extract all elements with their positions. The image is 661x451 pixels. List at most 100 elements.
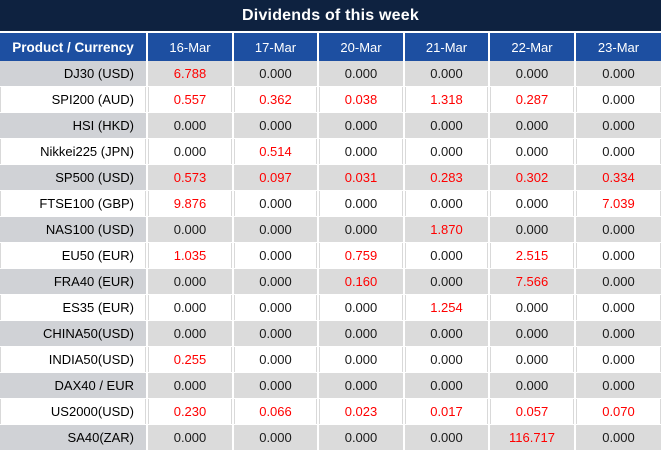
dividend-value-cell: 0.000: [319, 61, 405, 87]
dividend-value-cell: 0.000: [405, 425, 490, 451]
table-row: EU50 (EUR) 1.035 0.000 0.759 0.000 2.515 0.000: [0, 243, 661, 269]
dividend-value-cell: 7.566: [490, 269, 576, 295]
dividend-value-cell: 0.000: [319, 217, 405, 243]
dividend-value-cell: 0.000: [576, 425, 661, 451]
dividend-value-cell: 0.302: [490, 165, 576, 191]
dividends-table: Product / Currency 16-Mar 17-Mar 20-Mar 21-M…: [0, 33, 661, 451]
product-label-cell: SA40(ZAR): [0, 425, 148, 451]
table-row: FTSE100 (GBP) 9.876 0.000 0.000 0.000 0.000 7.…: [0, 191, 661, 217]
product-label-cell: DAX40 / EUR: [0, 373, 148, 399]
table-row: HSI (HKD) 0.000 0.000 0.000 0.000 0.000 0.000: [0, 113, 661, 139]
dividend-value-cell: 0.000: [234, 113, 319, 139]
dividend-value-cell: 0.000: [405, 191, 490, 217]
dividend-value-cell: 0.000: [576, 321, 661, 347]
dividend-value-cell: 0.000: [319, 191, 405, 217]
product-label-cell: INDIA50(USD): [0, 347, 148, 373]
product-label-cell: SPI200 (AUD): [0, 87, 148, 113]
dividend-value-cell: 0.000: [148, 217, 234, 243]
dividend-value-cell: 0.000: [319, 373, 405, 399]
dividend-value-cell: 0.000: [148, 321, 234, 347]
dividend-value-cell: 0.000: [405, 113, 490, 139]
dividend-value-cell: 0.000: [405, 373, 490, 399]
dividend-value-cell: 0.000: [576, 269, 661, 295]
product-label-cell: ES35 (EUR): [0, 295, 148, 321]
dividend-value-cell: 0.000: [490, 217, 576, 243]
dividend-value-cell: 0.000: [319, 139, 405, 165]
product-label-cell: NAS100 (USD): [0, 217, 148, 243]
table-row: CHINA50(USD) 0.000 0.000 0.000 0.000 0.000 0.0…: [0, 321, 661, 347]
dividend-value-cell: 0.000: [405, 243, 490, 269]
dividend-value-cell: 0.000: [405, 269, 490, 295]
dividend-value-cell: 0.287: [490, 87, 576, 113]
dividend-value-cell: 0.255: [148, 347, 234, 373]
dividend-value-cell: 0.000: [234, 425, 319, 451]
dividend-value-cell: 0.000: [576, 295, 661, 321]
dividend-value-cell: 0.160: [319, 269, 405, 295]
dividend-value-cell: 0.000: [576, 113, 661, 139]
product-label-cell: SP500 (USD): [0, 165, 148, 191]
dividend-value-cell: 1.035: [148, 243, 234, 269]
dividend-value-cell: 1.318: [405, 87, 490, 113]
dividend-value-cell: 0.557: [148, 87, 234, 113]
dividend-value-cell: 0.000: [148, 295, 234, 321]
dividend-value-cell: 0.031: [319, 165, 405, 191]
product-label-cell: FRA40 (EUR): [0, 269, 148, 295]
dividend-value-cell: 116.717: [490, 425, 576, 451]
table-header-row: Product / Currency 16-Mar 17-Mar 20-Mar 21-M…: [0, 33, 661, 61]
dividend-value-cell: 0.000: [405, 61, 490, 87]
product-label-cell: US2000(USD): [0, 399, 148, 425]
dividend-value-cell: 1.254: [405, 295, 490, 321]
dividend-value-cell: 0.000: [148, 139, 234, 165]
dividend-value-cell: 0.000: [405, 139, 490, 165]
table-row: ES35 (EUR) 0.000 0.000 0.000 1.254 0.000 0.000: [0, 295, 661, 321]
dividend-value-cell: 0.000: [490, 295, 576, 321]
dividend-value-cell: 0.000: [576, 373, 661, 399]
dividend-value-cell: 0.000: [490, 373, 576, 399]
dividend-value-cell: 0.000: [319, 347, 405, 373]
dividend-value-cell: 0.000: [234, 217, 319, 243]
product-label-cell: FTSE100 (GBP): [0, 191, 148, 217]
dividend-value-cell: 0.514: [234, 139, 319, 165]
dividend-value-cell: 0.000: [234, 191, 319, 217]
dividend-value-cell: 0.000: [576, 217, 661, 243]
dividend-value-cell: 0.000: [576, 61, 661, 87]
column-header-date: 22-Mar: [490, 33, 576, 61]
product-label-cell: CHINA50(USD): [0, 321, 148, 347]
dividend-value-cell: 2.515: [490, 243, 576, 269]
dividend-value-cell: 0.000: [148, 425, 234, 451]
table-row: SP500 (USD) 0.573 0.097 0.031 0.283 0.302 0.33…: [0, 165, 661, 191]
product-label-cell: HSI (HKD): [0, 113, 148, 139]
product-label-cell: DJ30 (USD): [0, 61, 148, 87]
dividend-value-cell: 0.759: [319, 243, 405, 269]
table-row: SA40(ZAR) 0.000 0.000 0.000 0.000 116.717 0.00…: [0, 425, 661, 451]
product-label-cell: EU50 (EUR): [0, 243, 148, 269]
table-row: NAS100 (USD) 0.000 0.000 0.000 1.870 0.000 0.0…: [0, 217, 661, 243]
dividend-value-cell: 0.000: [234, 61, 319, 87]
dividend-value-cell: 0.283: [405, 165, 490, 191]
dividend-value-cell: 0.230: [148, 399, 234, 425]
dividend-value-cell: 0.000: [405, 347, 490, 373]
dividend-value-cell: 0.000: [319, 425, 405, 451]
page-title: Dividends of this week: [0, 0, 661, 31]
dividend-value-cell: 0.000: [576, 347, 661, 373]
column-header-product: Product / Currency: [0, 33, 148, 61]
dividend-value-cell: 0.017: [405, 399, 490, 425]
column-header-date: 23-Mar: [576, 33, 661, 61]
dividend-value-cell: 0.362: [234, 87, 319, 113]
dividend-value-cell: 0.000: [319, 321, 405, 347]
dividend-value-cell: 0.000: [490, 113, 576, 139]
dividend-value-cell: 0.000: [490, 347, 576, 373]
dividend-value-cell: 0.000: [576, 243, 661, 269]
dividend-value-cell: 0.000: [234, 243, 319, 269]
dividend-value-cell: 0.000: [234, 373, 319, 399]
dividend-value-cell: 0.000: [234, 295, 319, 321]
dividend-value-cell: 0.573: [148, 165, 234, 191]
table-row: SPI200 (AUD) 0.557 0.362 0.038 1.318 0.287 0.0…: [0, 87, 661, 113]
dividend-value-cell: 0.038: [319, 87, 405, 113]
table-row: US2000(USD) 0.230 0.066 0.023 0.017 0.057 0.07…: [0, 399, 661, 425]
dividend-value-cell: 0.334: [576, 165, 661, 191]
dividend-value-cell: 0.070: [576, 399, 661, 425]
table-row: INDIA50(USD) 0.255 0.000 0.000 0.000 0.000 0.0…: [0, 347, 661, 373]
dividend-value-cell: 0.000: [319, 113, 405, 139]
